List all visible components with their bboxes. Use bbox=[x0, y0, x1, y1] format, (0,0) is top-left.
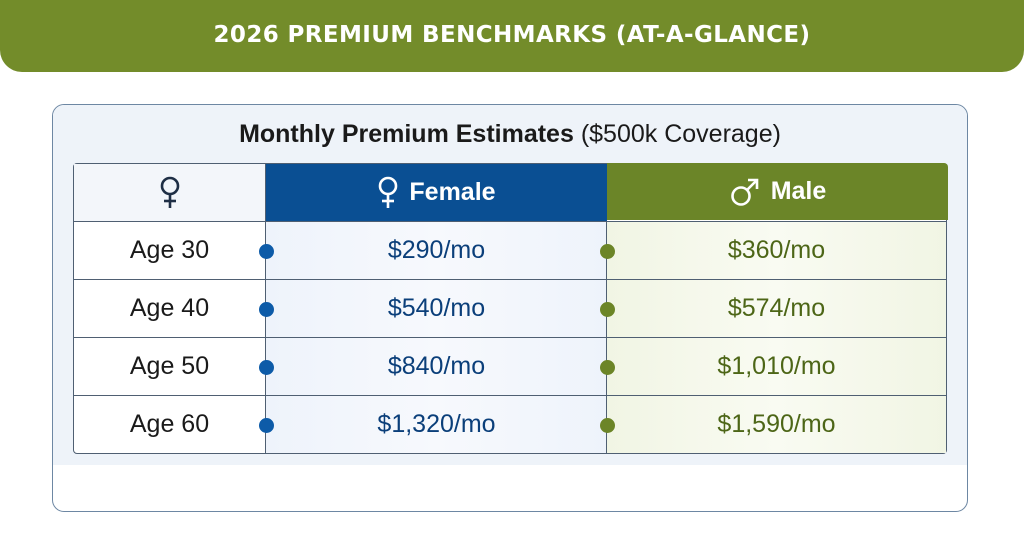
column-header-male-label: Male bbox=[770, 177, 827, 205]
female-premium-value: $1,320/mo bbox=[377, 410, 496, 438]
row-label: Age 40 bbox=[74, 280, 266, 337]
male-premium-value: $1,590/mo bbox=[717, 410, 836, 438]
card-title: Monthly Premium Estimates ($500k Coverag… bbox=[53, 120, 967, 149]
female-bullet bbox=[259, 417, 274, 433]
female-premium-value: $840/mo bbox=[387, 352, 486, 380]
male-symbol-icon bbox=[729, 176, 761, 208]
male-bullet bbox=[600, 243, 615, 259]
female-premium-value: $290/mo bbox=[387, 236, 486, 264]
table-row: Age 50 $840/mo $1,010/mo bbox=[74, 337, 946, 395]
header-corner-cell bbox=[74, 164, 266, 221]
male-bullet bbox=[600, 359, 615, 375]
premium-card: Monthly Premium Estimates ($500k Coverag… bbox=[52, 104, 968, 512]
male-premium-value: $574/mo bbox=[727, 294, 826, 322]
banner-title: 2026 PREMIUM BENCHMARKS (AT-A-GLANCE) bbox=[213, 21, 811, 48]
male-premium-value: $360/mo bbox=[727, 236, 826, 264]
female-bullet bbox=[259, 243, 274, 259]
male-premium-value: $1,010/mo bbox=[717, 352, 836, 380]
table-row: Age 60 $1,320/mo $1,590/mo bbox=[74, 395, 946, 453]
row-label: Age 60 bbox=[74, 396, 266, 453]
female-bullet bbox=[259, 301, 274, 317]
header-banner: 2026 PREMIUM BENCHMARKS (AT-A-GLANCE) bbox=[0, 0, 1024, 72]
table-row: Age 40 $540/mo $574/mo bbox=[74, 279, 946, 337]
premium-table: Female Male Age 30 $290/mo $360/mo Age 4… bbox=[73, 163, 948, 454]
male-bullet bbox=[600, 417, 615, 433]
female-bullet bbox=[259, 359, 274, 375]
female-premium-value: $540/mo bbox=[387, 294, 486, 322]
column-header-female-label: Female bbox=[409, 178, 496, 206]
table-row: Age 30 $290/mo $360/mo bbox=[74, 221, 946, 279]
female-symbol-icon bbox=[159, 176, 181, 210]
male-bullet bbox=[600, 301, 615, 317]
card-title-suffix: ($500k Coverage) bbox=[573, 120, 781, 148]
row-label: Age 30 bbox=[74, 222, 266, 279]
female-symbol-icon bbox=[377, 176, 399, 210]
column-header-female: Female bbox=[266, 164, 607, 221]
row-label: Age 50 bbox=[74, 338, 266, 395]
card-title-main: Monthly Premium Estimates bbox=[239, 120, 574, 148]
column-header-male: Male bbox=[607, 163, 948, 220]
